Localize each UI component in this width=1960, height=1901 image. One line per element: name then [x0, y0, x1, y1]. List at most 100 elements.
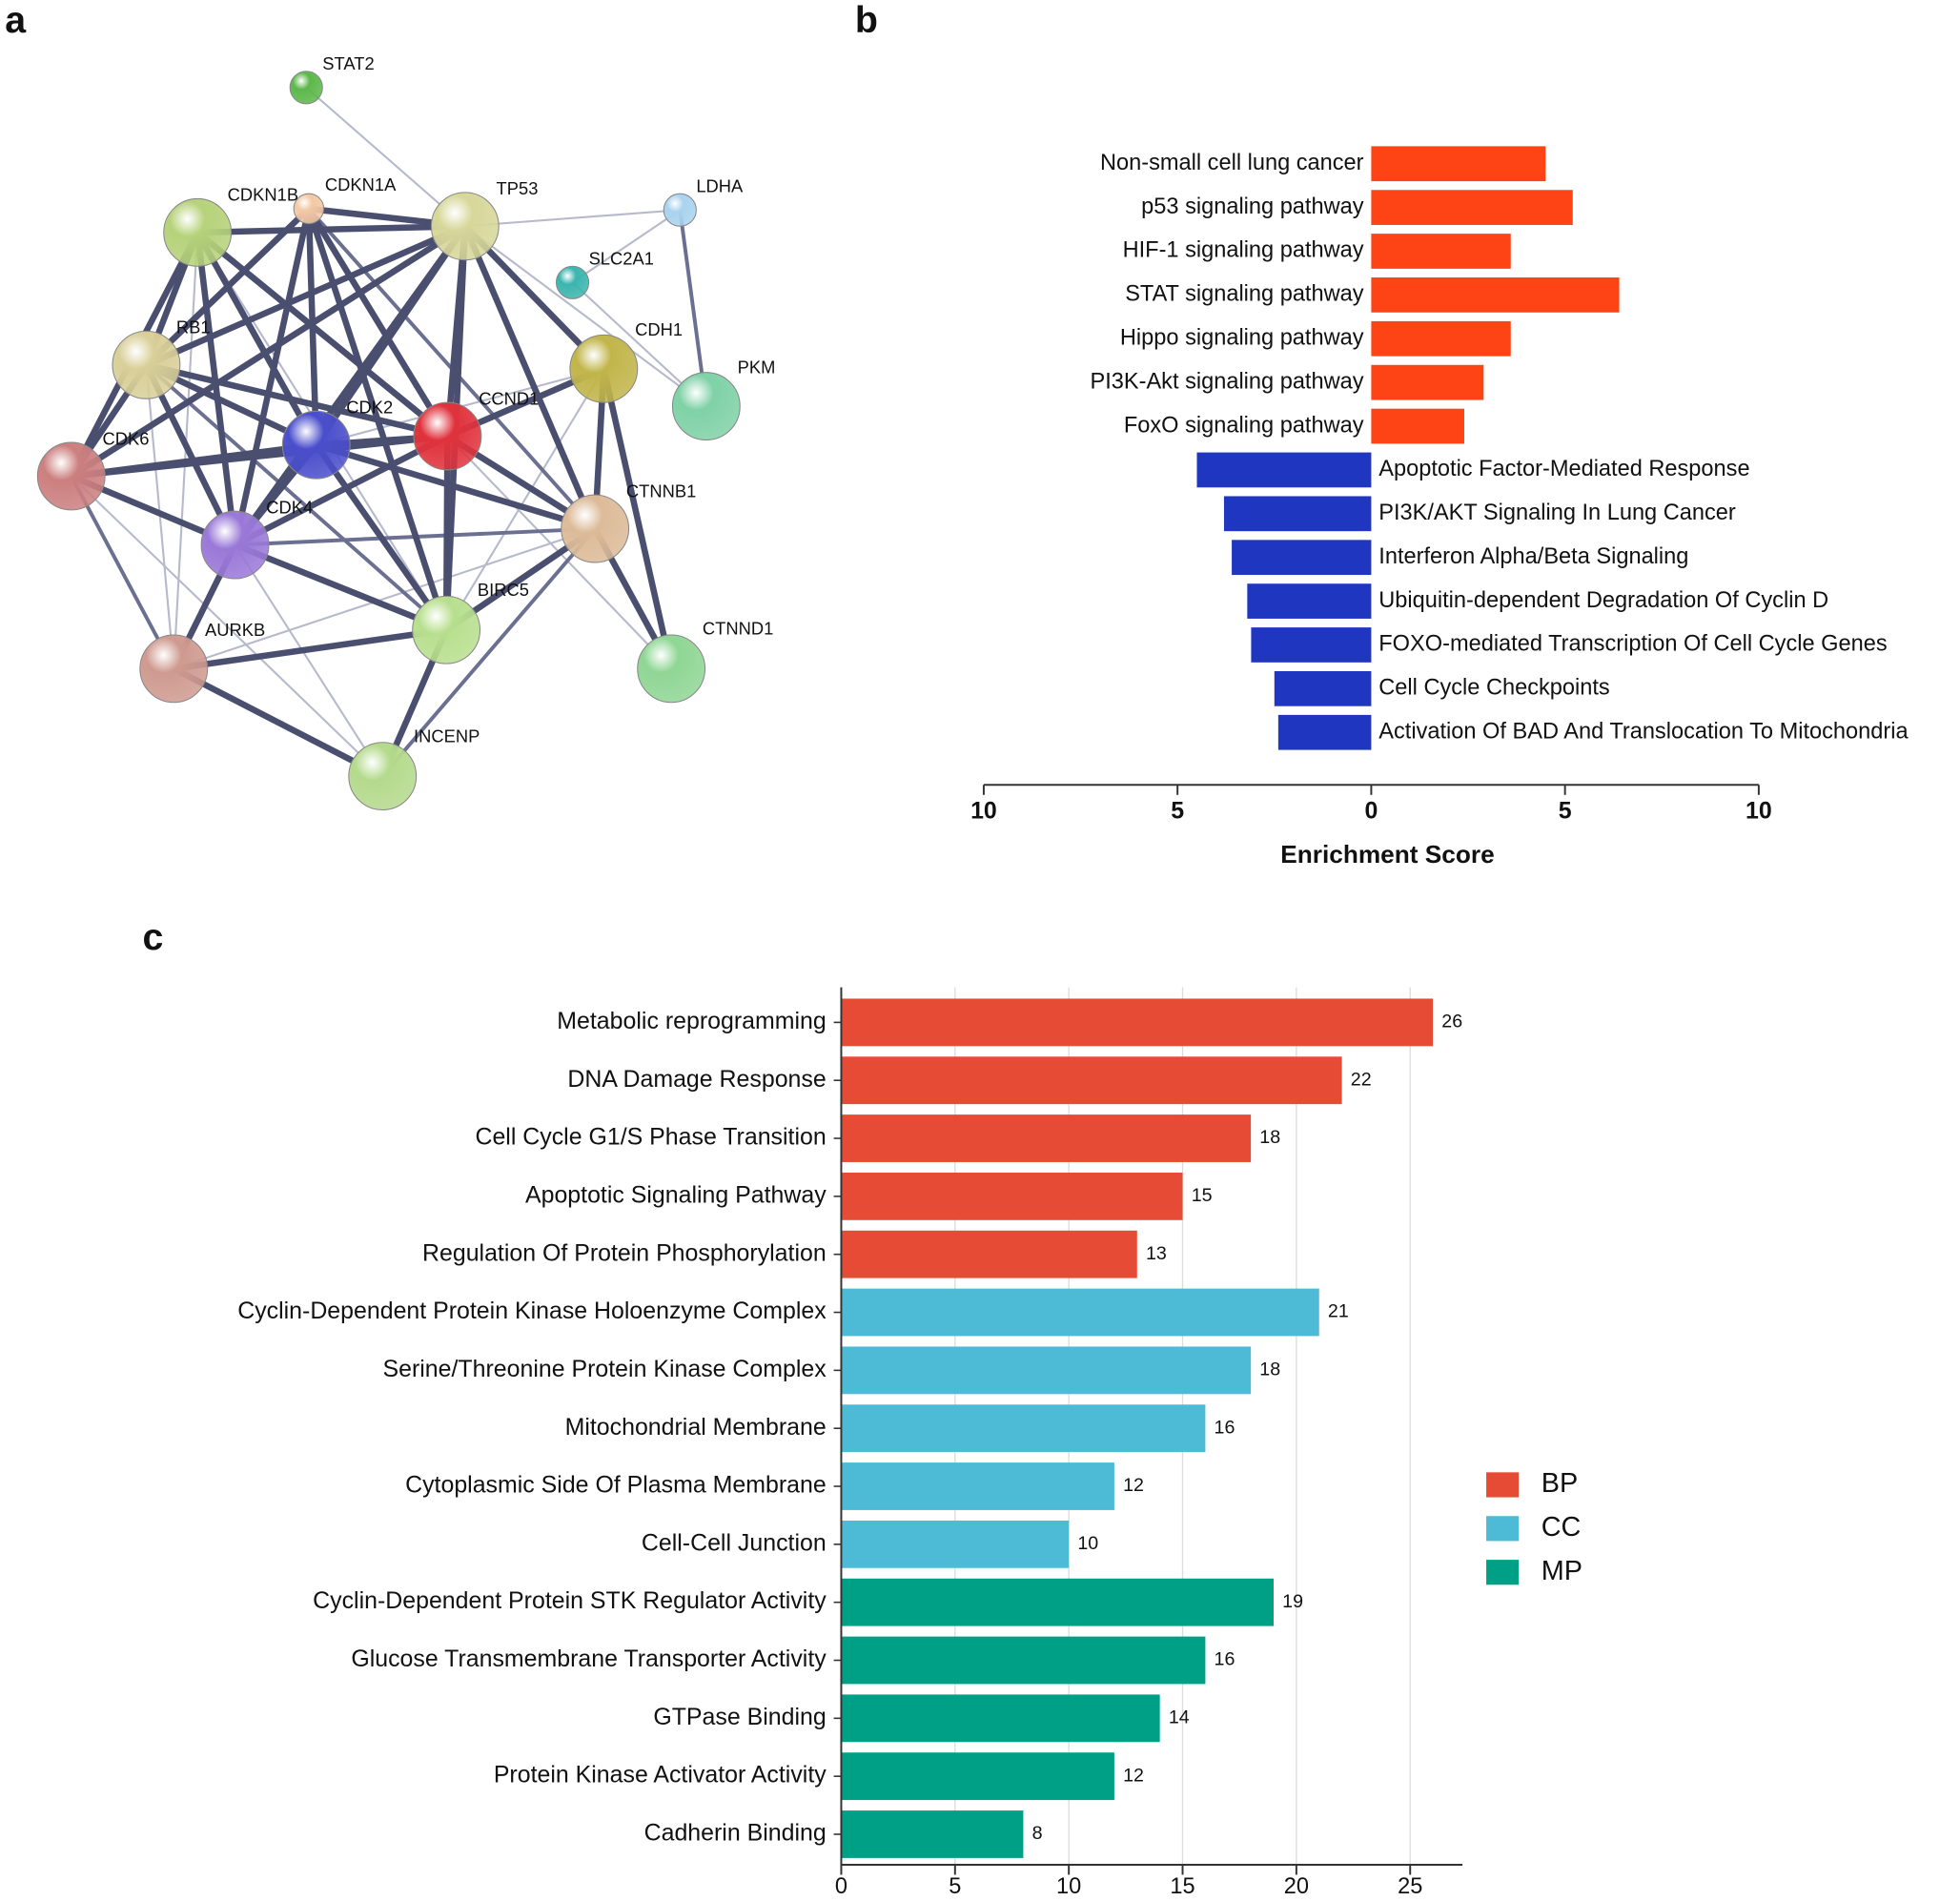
network-edge — [464, 225, 707, 407]
network-node — [293, 193, 325, 225]
network-edge — [571, 209, 681, 284]
x-tick-label: 0 — [835, 1873, 847, 1898]
data-label: 19 — [1282, 1591, 1303, 1612]
category-label: Cell Cycle G1/S Phase Transition — [475, 1124, 826, 1151]
category-label: HIF-1 signaling pathway — [1123, 237, 1364, 262]
data-label: 16 — [1215, 1417, 1235, 1438]
bar — [1251, 627, 1372, 663]
node-label: TP53 — [497, 178, 539, 198]
network-node — [555, 265, 590, 299]
network-node — [663, 193, 697, 227]
node-label: AURKB — [205, 620, 265, 640]
category-label: Protein Kinase Activator Activity — [494, 1762, 827, 1789]
node-label: STAT2 — [322, 53, 374, 73]
node-label: CTNNB1 — [626, 480, 696, 501]
category-label: FOXO-mediated Transcription Of Cell Cycl… — [1378, 631, 1887, 656]
bar — [841, 1404, 1206, 1453]
category-label: Metabolic reprogramming — [557, 1008, 826, 1034]
bar — [1371, 146, 1546, 182]
node-label: SLC2A1 — [589, 249, 654, 269]
bar — [841, 1520, 1070, 1568]
bar — [841, 1114, 1252, 1162]
network-edge — [234, 433, 449, 548]
category-label: FoxO signaling pathway — [1124, 412, 1364, 437]
network-node — [163, 197, 233, 267]
node-label: CDH1 — [635, 319, 683, 339]
chart: 0 5 10 15 20 25 26 22 18 15 13 21 18 16 12 10 19 16 14 12 8 M… — [237, 987, 1582, 1898]
category-label: Cell Cycle Checkpoints — [1378, 675, 1609, 700]
bar — [1371, 408, 1464, 444]
network-edge — [71, 433, 448, 480]
node-label: BIRC5 — [478, 580, 529, 600]
network-edge — [173, 527, 596, 670]
network-edge — [70, 475, 175, 670]
x-tick-label: 0 — [1364, 798, 1378, 825]
network-edge — [172, 665, 384, 780]
category-label: Hippo signaling pathway — [1120, 325, 1364, 350]
panel-label: b — [855, 0, 878, 41]
category-label: Mitochondrial Membrane — [565, 1414, 827, 1441]
category-label: Serine/Threonine Protein Kinase Complex — [383, 1356, 827, 1382]
bar — [841, 1230, 1137, 1278]
category-label: Cadherin Binding — [644, 1820, 827, 1847]
category-label: Apoptotic Signaling Pathway — [525, 1181, 827, 1208]
x-axis-label: Enrichment Score — [1280, 840, 1494, 869]
node-label: CDKN1A — [325, 174, 397, 194]
network-edge — [173, 626, 447, 672]
network-edge — [197, 223, 465, 236]
network-edge — [145, 361, 449, 439]
chart: 10 5 0 5 10 Enrichment Score Non-small cell lu… — [970, 146, 1909, 869]
bar — [841, 1346, 1252, 1395]
x-tick-label: 15 — [1170, 1873, 1194, 1898]
category-label: Cytoplasmic Side Of Plasma Membrane — [405, 1472, 827, 1499]
legend-swatch — [1486, 1516, 1520, 1542]
network: STAT2 CDKN1A CDKN1B TP53 LDHA SLC2A1 RB1 CDH1 PK… — [36, 53, 776, 811]
network-edge — [194, 232, 238, 545]
category-label: GTPase Binding — [653, 1704, 826, 1730]
network-node — [430, 192, 500, 261]
data-label: 22 — [1351, 1069, 1372, 1090]
network-edge — [601, 368, 675, 670]
bar — [1371, 320, 1511, 357]
bar — [841, 1578, 1275, 1626]
network-edge — [464, 209, 681, 228]
bar — [1196, 452, 1372, 488]
node-label: CDK6 — [103, 428, 150, 448]
network-edge — [232, 208, 313, 546]
data-label: 12 — [1123, 1765, 1144, 1786]
category-label: STAT signaling pathway — [1125, 281, 1364, 306]
panel-label: c — [142, 916, 163, 958]
network-edge — [445, 368, 605, 631]
category-label: Cyclin-Dependent Protein STK Regulator A… — [313, 1587, 827, 1614]
bar — [841, 998, 1434, 1047]
network-edge — [69, 223, 467, 480]
x-tick-label: 10 — [970, 798, 997, 825]
network-node — [413, 401, 482, 471]
legend-swatch — [1486, 1472, 1520, 1498]
category-label: Interferon Alpha/Beta Signaling — [1378, 543, 1688, 568]
network-node — [569, 334, 639, 403]
data-label: 10 — [1077, 1533, 1098, 1554]
network-edge — [380, 527, 597, 778]
network-node — [671, 372, 741, 440]
legend-swatch — [1486, 1560, 1520, 1585]
network-node — [412, 595, 481, 664]
data-label: 13 — [1146, 1243, 1167, 1264]
bar — [1232, 540, 1372, 576]
bar — [1371, 234, 1511, 269]
bar — [841, 1636, 1206, 1685]
network-edge — [315, 441, 597, 532]
network-edge — [461, 224, 599, 530]
category-label: Glucose Transmembrane Transporter Activi… — [351, 1645, 827, 1672]
data-label: 14 — [1169, 1707, 1190, 1728]
bar — [841, 1752, 1114, 1801]
network-node — [112, 330, 181, 399]
bar — [1277, 714, 1372, 750]
bar — [841, 1694, 1160, 1743]
category-label: Ubiquitin-dependent Degradation Of Cycli… — [1378, 587, 1828, 612]
legend-label: CC — [1541, 1512, 1582, 1543]
node-label: PKM — [738, 358, 776, 378]
category-label: PI3K-Akt signaling pathway — [1090, 368, 1363, 393]
